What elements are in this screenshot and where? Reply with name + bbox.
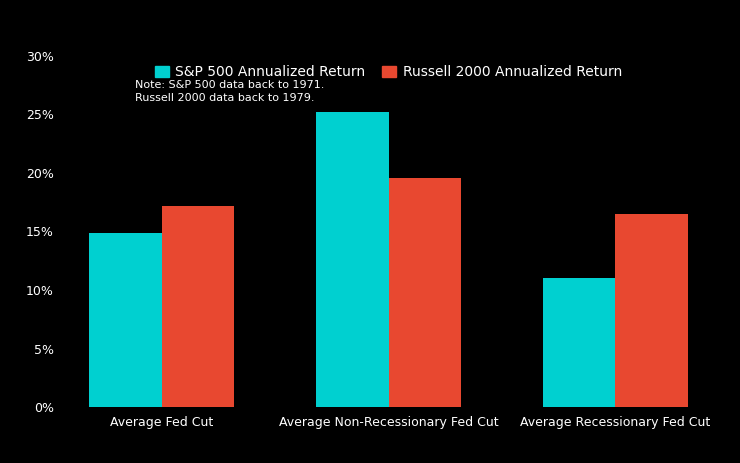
Bar: [542, 278, 615, 407]
Bar: [388, 177, 461, 407]
Text: Note: S&P 500 data back to 1971.
Russell 2000 data back to 1979.: Note: S&P 500 data back to 1971. Russell…: [135, 80, 324, 103]
Bar: [162, 206, 235, 407]
Bar: [89, 233, 162, 407]
Bar: [615, 214, 688, 407]
Bar: [316, 112, 389, 407]
Legend: S&P 500 Annualized Return, Russell 2000 Annualized Return: S&P 500 Annualized Return, Russell 2000 …: [152, 63, 625, 82]
